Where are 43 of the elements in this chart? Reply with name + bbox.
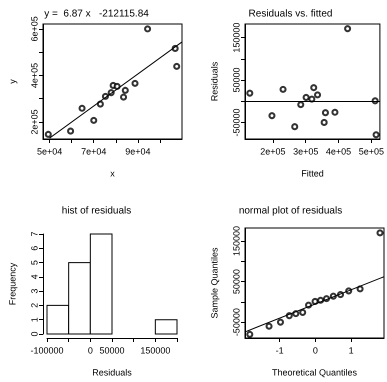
y-tick-label: 4 xyxy=(30,274,40,280)
x-tick-label: 0 xyxy=(88,346,93,356)
y-tick-label: 1 xyxy=(30,317,40,322)
y-tick-label: 7 xyxy=(30,231,40,237)
y-axis-title: y xyxy=(8,78,18,84)
x-tick-label: 50000 xyxy=(99,346,125,356)
x-tick-label: 2e+05 xyxy=(260,146,286,156)
y-tick-label: 150000 xyxy=(232,226,242,256)
x-tick-label: 9e+04 xyxy=(125,146,151,156)
y-tick-label: -50000 xyxy=(232,308,242,336)
x-tick-label: 5e+05 xyxy=(358,146,384,156)
x-axis-title: Fitted xyxy=(301,168,324,178)
y-axis-title: Sample Quantiles xyxy=(210,246,220,319)
y-tick-label: 50000 xyxy=(232,68,242,93)
x-tick-label: -100000 xyxy=(30,346,64,356)
y-tick-label: 0 xyxy=(30,331,40,337)
x-tick-label: -1 xyxy=(276,346,284,356)
y-tick-label: 150000 xyxy=(232,22,242,53)
x-tick-label: 1 xyxy=(348,346,354,356)
x-tick-label: 5e+04 xyxy=(36,146,62,156)
y-axis-title: Frequency xyxy=(8,262,18,306)
x-axis-title: Theoretical Quantiles xyxy=(272,368,358,378)
chart-title: y = 6.87 x -212115.84 xyxy=(44,8,150,20)
y-tick-label: 3 xyxy=(30,288,40,294)
chart-title: hist of residuals xyxy=(62,206,132,216)
x-axis-title: Residuals xyxy=(92,368,132,378)
x-tick-label: 150000 xyxy=(140,346,170,356)
y-tick-label: 50000 xyxy=(232,269,242,294)
chart-title: normal plot of residuals xyxy=(238,206,342,216)
x-tick-label: 0 xyxy=(312,346,318,356)
y-tick-label: -50000 xyxy=(232,108,242,136)
y-tick-label: 2 xyxy=(30,302,40,308)
y-tick-label: 5 xyxy=(30,260,40,266)
y-tick-label: 2e+05 xyxy=(30,109,40,135)
y-tick-label: 6e+05 xyxy=(30,16,40,42)
x-tick-label: 3e+05 xyxy=(293,146,318,156)
y-tick-label: 6 xyxy=(30,246,40,251)
x-axis-title: x xyxy=(110,168,116,178)
x-tick-label: 4e+05 xyxy=(326,146,352,156)
y-tick-label: 4e+05 xyxy=(30,62,40,88)
y-axis-title: Residuals xyxy=(210,61,220,102)
x-tick-label: 7e+04 xyxy=(81,146,106,156)
chart-title: Residuals vs. fitted xyxy=(248,8,332,20)
